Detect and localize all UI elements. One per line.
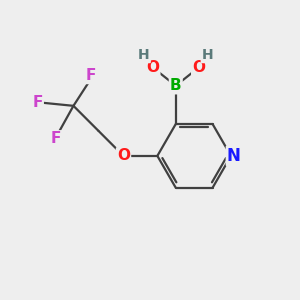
Text: H: H [202, 48, 213, 62]
Text: N: N [227, 147, 241, 165]
Text: O: O [117, 148, 130, 164]
Text: B: B [170, 78, 182, 93]
Text: O: O [192, 60, 205, 75]
Text: F: F [32, 95, 43, 110]
Text: H: H [138, 48, 150, 62]
Text: F: F [51, 131, 61, 146]
Text: O: O [146, 60, 159, 75]
Text: F: F [86, 68, 96, 83]
